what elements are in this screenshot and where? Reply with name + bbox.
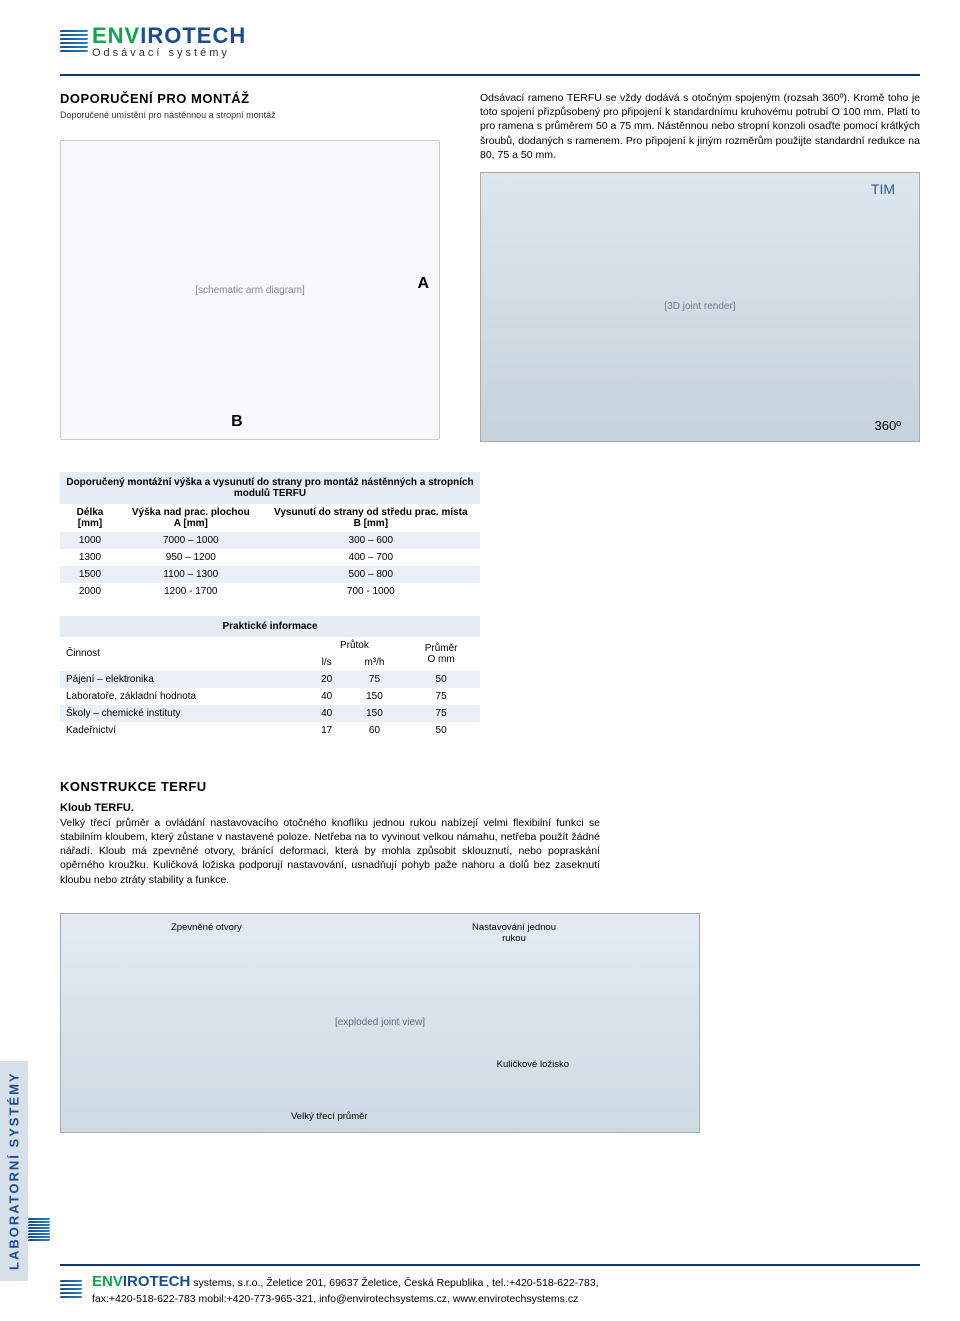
page: ENVIROTECH Odsávací systémy DOPORUČENÍ P…	[0, 0, 960, 1321]
table-cell: Školy – chemické instituty	[60, 705, 307, 722]
exploded-view: [exploded joint view] Zpevněné otvory Na…	[60, 913, 700, 1133]
footer-rule	[60, 1264, 920, 1266]
mounting-title: DOPORUČENÍ PRO MONTÁŽ	[60, 91, 450, 106]
table-cell: 60	[347, 722, 403, 739]
logo-text: ENVIROTECH Odsávací systémy	[92, 23, 246, 59]
table-cell: 950 – 1200	[120, 549, 262, 566]
side-tab-label: LABORATORNÍ SYSTÉMY	[0, 1061, 28, 1281]
footer-brand: ENVIROTECH	[92, 1273, 190, 1290]
construction-text: Velký třecí průměr a ovládání nastavovac…	[60, 816, 600, 887]
table-cell: 300 – 600	[262, 532, 480, 549]
table-cell: 1300	[60, 549, 120, 566]
table-cell: 20	[307, 671, 347, 688]
render-label-tim: TIM	[871, 181, 895, 197]
table-row: Školy – chemické instituty4015075	[60, 705, 480, 722]
table-cell: 40	[307, 688, 347, 705]
construction-section: KONSTRUKCE TERFU Kloub TERFU. Velký třec…	[60, 779, 600, 887]
left-column: DOPORUČENÍ PRO MONTÁŽ Doporučené umístěn…	[60, 91, 450, 442]
label-reinforced-holes: Zpevněné otvory	[171, 922, 242, 933]
table-row: Kadeřnictví176050	[60, 722, 480, 739]
brand-name-green: ENV	[92, 23, 140, 48]
table-cell: 1000	[60, 532, 120, 549]
table2-h-diameter: Průměr O mm	[402, 637, 480, 671]
table-cell: 400 – 700	[262, 549, 480, 566]
table2-h-activity: Činnost	[60, 637, 307, 671]
table-row: Pájení – elektronika207550	[60, 671, 480, 688]
diagram-label-b: B	[231, 413, 243, 431]
table-cell: 75	[402, 705, 480, 722]
table-cell: 150	[347, 705, 403, 722]
brand-name-blue: IROTECH	[140, 23, 246, 48]
label-friction-diameter: Velký třecí průměr	[291, 1111, 368, 1122]
table-cell: Pájení – elektronika	[60, 671, 307, 688]
table-row: 15001100 – 1300500 – 800	[60, 566, 480, 583]
table1-h1: Délka [mm]	[60, 504, 120, 532]
header: ENVIROTECH Odsávací systémy	[60, 20, 920, 62]
table-cell: 17	[307, 722, 347, 739]
table-cell: 7000 – 1000	[120, 532, 262, 549]
construction-subtitle: Kloub TERFU.	[60, 802, 600, 814]
footer: ENVIROTECH systems, s.r.o., Želetice 201…	[60, 1264, 920, 1306]
construction-title: KONSTRUKCE TERFU	[60, 779, 600, 794]
footer-logo-stripes-icon	[60, 1279, 82, 1299]
label-one-hand-adjust: Nastavování jednou rukou	[469, 922, 559, 944]
brand-name: ENVIROTECH	[92, 23, 246, 49]
table-cell: 50	[402, 722, 480, 739]
table1-h2: Výška nad prac. plochou A [mm]	[120, 504, 262, 532]
render-label-360: 360º	[875, 418, 901, 433]
label-ball-bearing: Kuličkové ložisko	[497, 1059, 569, 1070]
footer-brand-green: ENV	[92, 1273, 123, 1290]
table-row: 1300950 – 1200400 – 700	[60, 549, 480, 566]
table-cell: 50	[402, 671, 480, 688]
mounting-caption: Doporučené umístění pro nástěnnou a stro…	[60, 110, 450, 120]
practical-info-table: Praktické informace Činnost Průtok Průmě…	[60, 616, 480, 739]
table-row: 10007000 – 1000300 – 600	[60, 532, 480, 549]
footer-line2: fax:+420-518-622-783 mobil:+420-773-965-…	[92, 1293, 578, 1305]
right-column: Odsávací rameno TERFU se vždy dodává s o…	[480, 91, 920, 442]
footer-text: ENVIROTECH systems, s.r.o., Želetice 201…	[92, 1272, 599, 1306]
table-cell: 75	[347, 671, 403, 688]
footer-line1: systems, s.r.o., Želetice 201, 69637 Žel…	[190, 1277, 598, 1289]
table-cell: Laboratoře, základní hodnota	[60, 688, 307, 705]
table1-h3: Vysunutí do strany od středu prac. místa…	[262, 504, 480, 532]
brand-subtitle: Odsávací systémy	[92, 47, 246, 59]
table-row: Laboratoře, základní hodnota4015075	[60, 688, 480, 705]
table-cell: 40	[307, 705, 347, 722]
mounting-diagram: [schematic arm diagram] A B	[60, 140, 440, 440]
side-stripes-icon	[28, 1218, 50, 1241]
intro-text: Odsávací rameno TERFU se vždy dodává s o…	[480, 91, 920, 162]
table-cell: 150	[347, 688, 403, 705]
header-rule	[60, 74, 920, 76]
table2-title: Praktické informace	[60, 616, 480, 637]
rotation-render: [3D joint render] TIM 360º	[480, 172, 920, 442]
table-cell: 2000	[60, 583, 120, 600]
table-cell: 500 – 800	[262, 566, 480, 583]
table2-h-m3h: m³/h	[347, 654, 403, 671]
table-cell: 75	[402, 688, 480, 705]
footer-content: ENVIROTECH systems, s.r.o., Želetice 201…	[60, 1272, 920, 1306]
footer-brand-blue: IROTECH	[123, 1273, 191, 1290]
table-cell: Kadeřnictví	[60, 722, 307, 739]
table2-h-ls: l/s	[307, 654, 347, 671]
table-cell: 1100 – 1300	[120, 566, 262, 583]
two-column-layout: DOPORUČENÍ PRO MONTÁŽ Doporučené umístěn…	[60, 91, 920, 442]
table-row: 20001200 - 1700700 - 1000	[60, 583, 480, 600]
mounting-table: Doporučený montážní výška a vysunutí do …	[60, 472, 480, 600]
logo-stripes-icon	[60, 29, 88, 53]
table-cell: 1500	[60, 566, 120, 583]
diagram-label-a: A	[417, 275, 429, 293]
table-cell: 1200 - 1700	[120, 583, 262, 600]
table2-h-flow: Průtok	[307, 637, 403, 654]
table-cell: 700 - 1000	[262, 583, 480, 600]
table1-title: Doporučený montážní výška a vysunutí do …	[60, 472, 480, 504]
